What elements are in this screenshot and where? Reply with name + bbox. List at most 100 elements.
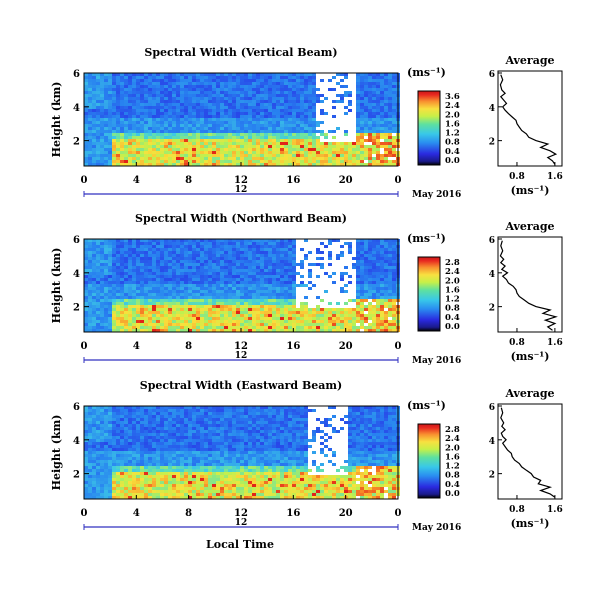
heatmap-cell <box>116 248 120 251</box>
heatmap-cell <box>268 269 272 272</box>
heatmap-cell <box>204 88 208 91</box>
heatmap-cell <box>380 329 384 332</box>
heatmap-cell <box>288 139 292 142</box>
heatmap-cell <box>316 163 320 166</box>
heatmap-cell <box>200 97 204 100</box>
heatmap-cell <box>300 287 304 290</box>
heatmap-cell <box>160 254 164 257</box>
heatmap-cell <box>388 91 392 94</box>
heatmap-cell <box>260 239 264 242</box>
heatmap-cell <box>116 242 120 245</box>
heatmap-cell <box>348 272 352 275</box>
heatmap-cell <box>116 260 120 263</box>
heatmap-cell <box>252 260 256 263</box>
heatmap-cell <box>296 91 300 94</box>
heatmap-cell <box>104 142 108 145</box>
heatmap-cell <box>244 154 248 157</box>
heatmap-cell <box>88 160 92 163</box>
heatmap-cell <box>340 314 344 317</box>
heatmap-cell <box>364 163 368 166</box>
heatmap-cell <box>280 73 284 76</box>
heatmap-cell <box>256 293 260 296</box>
heatmap-cell <box>208 254 212 257</box>
heatmap-cell <box>244 160 248 163</box>
heatmap-cell <box>288 287 292 290</box>
heatmap-cell <box>196 263 200 266</box>
heatmap-cell <box>316 145 320 148</box>
heatmap-cell <box>360 85 364 88</box>
heatmap-cell <box>220 148 224 151</box>
heatmap-cell <box>224 136 228 139</box>
heatmap-cell <box>88 94 92 97</box>
heatmap-cell <box>320 136 324 139</box>
heatmap-cell <box>308 136 312 139</box>
heatmap-cell <box>160 248 164 251</box>
heatmap-cell <box>276 296 280 299</box>
heatmap-cell <box>196 245 200 248</box>
heatmap-cell <box>272 163 276 166</box>
heatmap-cell <box>372 127 376 130</box>
heatmap-cell <box>392 133 396 136</box>
heatmap-cell <box>280 269 284 272</box>
heatmap-cell <box>196 242 200 245</box>
heatmap-cell <box>292 242 296 245</box>
heatmap-cell <box>92 151 96 154</box>
heatmap-cell <box>164 263 168 266</box>
heatmap-cell <box>364 299 368 302</box>
heatmap-cell <box>332 136 336 139</box>
heatmap-cell <box>208 257 212 260</box>
average-frame <box>497 236 563 333</box>
heatmap-cell <box>184 242 188 245</box>
heatmap-cell <box>344 272 348 275</box>
heatmap-cell <box>100 145 104 148</box>
heatmap-cell <box>120 329 124 332</box>
heatmap-cell <box>212 73 216 76</box>
heatmap-cell <box>336 326 340 329</box>
heatmap-cell <box>388 284 392 287</box>
heatmap-cell <box>276 160 280 163</box>
heatmap-cell <box>244 284 248 287</box>
heatmap-cell <box>316 130 320 133</box>
heatmap-cell <box>348 115 352 118</box>
heatmap-cell <box>212 290 216 293</box>
heatmap-cell <box>372 290 376 293</box>
heatmap-cell <box>124 293 128 296</box>
heatmap-cell <box>132 239 136 242</box>
heatmap-cell <box>188 266 192 269</box>
heatmap-cell <box>104 311 108 314</box>
heatmap-cell <box>112 121 116 124</box>
heatmap-cell <box>348 251 352 254</box>
heatmap-cell <box>244 239 248 242</box>
heatmap-cell <box>164 82 168 85</box>
heatmap-cell <box>136 121 140 124</box>
heatmap-cell <box>380 127 384 130</box>
heatmap-cell <box>312 145 316 148</box>
heatmap-cell <box>348 79 352 82</box>
heatmap-cell <box>336 293 340 296</box>
heatmap-cell <box>228 269 232 272</box>
heatmap-cell <box>356 281 360 284</box>
heatmap-cell <box>340 305 344 308</box>
heatmap-cell <box>208 88 212 91</box>
heatmap-cell <box>236 305 240 308</box>
heatmap-cell <box>192 94 196 97</box>
heatmap-cell <box>368 326 372 329</box>
heatmap-cell <box>188 254 192 257</box>
heatmap-cell <box>356 145 360 148</box>
heatmap-cell <box>184 73 188 76</box>
heatmap-cell <box>300 260 304 263</box>
heatmap-cell <box>340 109 344 112</box>
heatmap-cell <box>360 139 364 142</box>
heatmap-cell <box>348 151 352 154</box>
heatmap-cell <box>160 157 164 160</box>
heatmap-cell <box>368 293 372 296</box>
heatmap-cell <box>328 157 332 160</box>
heatmap-cell <box>324 154 328 157</box>
heatmap-cell <box>232 305 236 308</box>
heatmap-cell <box>288 154 292 157</box>
heatmap-cell <box>304 112 308 115</box>
month-label: May 2016 <box>412 356 461 366</box>
heatmap-cell <box>208 272 212 275</box>
heatmap-cell <box>120 109 124 112</box>
heatmap-cell <box>336 130 340 133</box>
